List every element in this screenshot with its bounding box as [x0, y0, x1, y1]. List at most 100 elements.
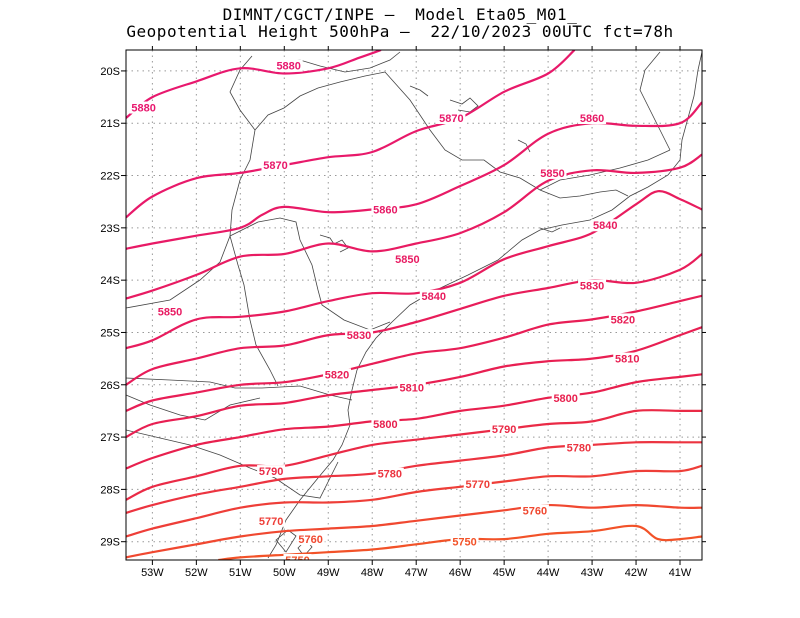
contour-label-5800: 5800 [373, 419, 397, 431]
contour-label-bg [274, 59, 303, 72]
x-tick-label: 43W [581, 567, 604, 579]
y-tick-label: 20S [100, 66, 120, 78]
chart-title: DIMNT/CGCT/INPE – Model Eta05_M01_ Geopo… [0, 6, 800, 40]
y-tick-label: 29S [100, 537, 120, 549]
lagoon-rs [275, 529, 297, 553]
contour-label-bg [393, 253, 422, 266]
contour-label-5840: 5840 [593, 220, 617, 232]
contour-label-bg [397, 381, 426, 394]
contour-label-bg [578, 279, 607, 292]
contour-5880 [126, 50, 382, 119]
x-tick-label: 41W [669, 567, 692, 579]
contour-label-5790: 5790 [259, 466, 283, 478]
plot-frame [125, 49, 703, 561]
y-tick-label: 25S [100, 327, 120, 339]
contour-label-bg [613, 352, 642, 365]
contour-5760 [126, 503, 702, 559]
contour-label-5820: 5820 [611, 314, 635, 326]
contour-label-bg [129, 101, 158, 114]
contour-label-5860: 5860 [373, 205, 397, 217]
y-tick-label: 26S [100, 380, 120, 392]
border-sc-rs [126, 429, 339, 499]
contour-label-bg [463, 478, 492, 491]
contour-5840 [126, 190, 702, 350]
contour-label-5770: 5770 [259, 516, 283, 528]
contour-label-5870: 5870 [439, 113, 463, 125]
contour-label-5880: 5880 [276, 61, 300, 73]
y-tick-label: 27S [100, 432, 120, 444]
contour-label-5750: 5750 [285, 555, 309, 567]
contour-label-5840: 5840 [422, 291, 446, 303]
y-tick-label: 22S [100, 171, 120, 183]
border-mg-es [639, 51, 671, 151]
x-tick-label: 48W [361, 567, 384, 579]
reservoir-4 [409, 85, 429, 97]
coastlines-borders [126, 51, 702, 559]
contour-label-5800: 5800 [553, 393, 577, 405]
contour-label-5820: 5820 [325, 369, 349, 381]
contour-label-5860: 5860 [580, 113, 604, 125]
contour-label-bg [261, 159, 290, 172]
contour-label-bg [538, 166, 567, 179]
reservoir-2 [449, 97, 479, 113]
x-tick-label: 45W [493, 567, 516, 579]
x-tick-label: 51W [229, 567, 252, 579]
contour-label-bg [155, 305, 184, 318]
border-paraguay [126, 129, 256, 309]
y-tick-label: 21S [100, 118, 120, 130]
contour-5850 [126, 153, 702, 300]
border-pr-sc [126, 377, 353, 401]
contour-5870 [126, 50, 576, 219]
graticule [126, 50, 702, 560]
reservoir-5 [517, 139, 531, 153]
contour-label-5850: 5850 [540, 168, 564, 180]
contour-label-bg [296, 533, 325, 546]
reservoir-1 [319, 234, 349, 253]
contour-5780 [126, 441, 702, 514]
x-tick-label: 52W [185, 567, 208, 579]
contour-label-bg [551, 391, 580, 404]
coastline [267, 51, 702, 559]
contour-label-bg [257, 514, 286, 527]
title-line-1: DIMNT/CGCT/INPE – Model Eta05_M01_ [222, 5, 578, 24]
island-ilha-grande [539, 227, 561, 233]
contour-label-5770: 5770 [466, 479, 490, 491]
x-tick-label: 50W [273, 567, 296, 579]
border-ms-sp [254, 71, 386, 131]
border-ms-go [229, 55, 256, 131]
contour-label-bg [591, 219, 620, 232]
border-pr-sp [229, 217, 391, 331]
contour-label-5830: 5830 [580, 280, 604, 292]
contour-label-bg [371, 203, 400, 216]
contour-label-bg [257, 465, 286, 478]
contour-label-bg [437, 112, 466, 124]
contour-label-bg [564, 441, 593, 454]
contour-label-5760: 5760 [298, 534, 322, 546]
contour-label-bg [375, 467, 404, 480]
height-contours [126, 50, 702, 560]
contour-label-bg [283, 554, 312, 560]
contour-label-5870: 5870 [263, 160, 287, 172]
contour-labels: 5880 5880 5870 5870 5860 5860 5850 5850 5850 5840… [129, 59, 642, 567]
y-tick-label: 23S [100, 223, 120, 235]
contour-label-5780: 5780 [378, 469, 402, 481]
contour-label-5810: 5810 [615, 354, 639, 366]
title-line-2: Geopotential Height 500hPa – 22/10/2023 … [126, 22, 674, 41]
border-sp-mg [384, 71, 629, 199]
contour-label-bg [520, 504, 549, 517]
contour-label-5780: 5780 [567, 443, 591, 455]
y-tick-label: 28S [100, 484, 120, 496]
x-tick-label: 46W [449, 567, 472, 579]
contour-5790 [126, 409, 702, 501]
x-tick-label: 47W [405, 567, 428, 579]
contour-label-bg [323, 368, 352, 381]
contour-label-5850: 5850 [158, 307, 182, 319]
x-tick-label: 42W [625, 567, 648, 579]
x-tick-label: 49W [317, 567, 340, 579]
contour-5800 [126, 373, 702, 470]
x-tick-label: 44W [537, 567, 560, 579]
contour-label-5790: 5790 [492, 424, 516, 436]
border-ms-pr [229, 235, 279, 387]
y-tick-label: 24S [100, 275, 120, 287]
